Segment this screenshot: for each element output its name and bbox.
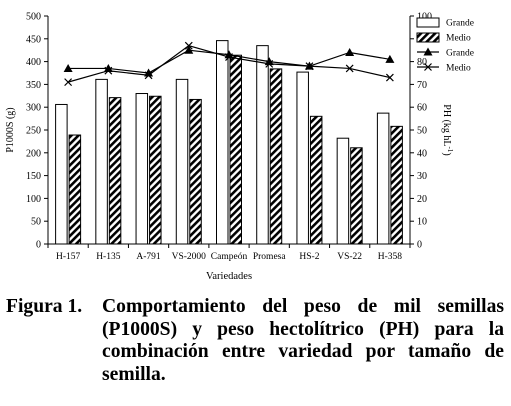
legend-marker-3 [424, 63, 432, 71]
bar-grande-0 [55, 103, 68, 245]
point-medio-0 [64, 78, 73, 87]
left-tick-label: 450 [26, 34, 41, 45]
x-tick-label: H-358 [378, 252, 403, 262]
caption-label: Figura 1. [6, 296, 83, 317]
bar-medio-8 [390, 125, 403, 245]
left-tick-label: 250 [26, 126, 41, 137]
bar-grande-6 [296, 71, 309, 245]
point-grande-8 [385, 54, 395, 63]
point-grande-3 [184, 45, 194, 54]
legend-label-0: Grande [446, 19, 474, 29]
x-tick-label: VS-2000 [172, 252, 207, 262]
left-tick-label: 0 [36, 240, 41, 251]
legend-swatch-1 [416, 32, 440, 43]
point-medio-3 [184, 41, 193, 50]
left-tick-label: 500 [26, 12, 41, 23]
point-medio-2 [144, 71, 153, 80]
point-grande-7 [345, 47, 355, 56]
right-tick-label: 70 [417, 80, 427, 91]
point-medio-7 [345, 64, 354, 73]
left-tick-label: 100 [26, 194, 41, 205]
point-medio-4 [225, 53, 233, 61]
x-tick-label: HS-2 [299, 252, 319, 262]
right-tick-label: 80 [417, 57, 427, 68]
bar-grande-8 [376, 112, 390, 245]
legend-swatch-0 [416, 17, 440, 28]
legend-marker-2 [423, 47, 433, 56]
bar-grande-7 [336, 137, 350, 245]
legend-label-2: Grande [446, 49, 474, 59]
bar-grande-4 [216, 40, 229, 245]
bar-medio-5 [269, 68, 283, 245]
bar-medio-0 [68, 134, 82, 245]
right-tick-label: 10 [417, 217, 427, 228]
bar-grande-5 [256, 45, 269, 245]
bar-medio-4 [229, 54, 242, 245]
chart: 0 50 100 150 200 250 300 350 400 450 500 0 10 20 30 40 5… [5, 12, 474, 283]
left-tick-label: 200 [26, 148, 41, 159]
x-tick-label: A-791 [136, 252, 161, 262]
point-medio-6 [305, 62, 314, 71]
legend-label-1: Medio [446, 34, 471, 44]
caption-text: Comportamiento del peso de mil semillas … [102, 296, 504, 385]
point-medio-5 [265, 59, 274, 68]
x-tick-label: H-135 [96, 252, 121, 262]
y2-axis-title: PH (kg hL-1) [441, 104, 454, 155]
point-grande-0 [63, 63, 73, 72]
bar-medio-7 [350, 147, 363, 245]
right-tick-label: 100 [417, 12, 432, 23]
x-tick-label: VS-22 [337, 252, 362, 262]
x-tick-label: Campeón [211, 252, 248, 262]
legend-label-3: Medio [446, 64, 471, 74]
right-tick-label: 30 [417, 171, 427, 182]
right-tick-label: 20 [417, 194, 427, 205]
right-tick-label: 40 [417, 148, 427, 159]
right-tick-label: 50 [417, 126, 427, 137]
bar-grande-3 [175, 78, 189, 245]
left-tick-label: 150 [26, 171, 41, 182]
bar-medio-1 [108, 97, 122, 245]
left-tick-label: 50 [31, 217, 41, 228]
x-tick-label: Promesa [253, 252, 287, 262]
bar-medio-6 [309, 115, 323, 245]
point-medio-8 [385, 73, 394, 82]
right-tick-label: 60 [417, 103, 427, 114]
point-medio-1 [104, 66, 113, 75]
bar-medio-2 [149, 95, 162, 245]
x-axis-title: Variedades [206, 271, 252, 282]
left-tick-label: 350 [26, 80, 41, 91]
bar-grande-1 [95, 78, 108, 245]
y-axis-title: P1000S (g) [5, 107, 16, 152]
left-tick-label: 400 [26, 57, 41, 68]
bar-medio-3 [189, 98, 202, 245]
right-tick-label: 0 [417, 240, 422, 251]
point-grande-1 [103, 63, 113, 72]
bar-grande-2 [135, 93, 149, 245]
x-tick-label: H-157 [56, 252, 81, 262]
left-tick-label: 300 [26, 103, 41, 114]
